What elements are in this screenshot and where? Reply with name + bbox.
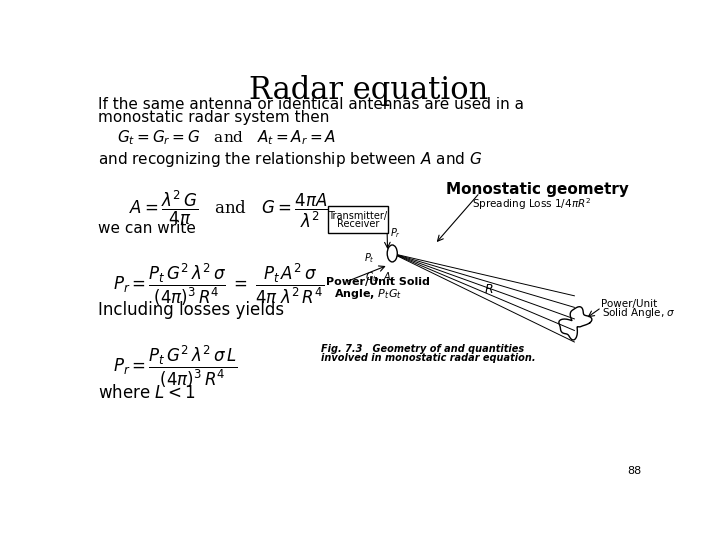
Text: $P_r$: $P_r$ bbox=[390, 226, 401, 240]
Text: we can write: we can write bbox=[98, 221, 196, 236]
Text: $A = \dfrac{\lambda^2\, G}{4\pi}$   and   $G = \dfrac{4\pi A}{\lambda^2}$: $A = \dfrac{\lambda^2\, G}{4\pi}$ and $G… bbox=[129, 189, 328, 230]
Text: Power/Unit Solid: Power/Unit Solid bbox=[326, 278, 431, 287]
FancyBboxPatch shape bbox=[328, 206, 387, 233]
Text: $P_t$: $P_t$ bbox=[364, 251, 375, 265]
Text: $P_r = \dfrac{P_t\, G^2\, \lambda^2\, \sigma\, L}{(4\pi)^3\, R^4}$: $P_r = \dfrac{P_t\, G^2\, \lambda^2\, \s… bbox=[113, 343, 238, 390]
Text: and recognizing the relationship between $A$ and $G$: and recognizing the relationship between… bbox=[98, 150, 482, 169]
Text: Angle, $P_tG_t$: Angle, $P_tG_t$ bbox=[334, 287, 402, 301]
Text: Solid Angle, $\sigma$: Solid Angle, $\sigma$ bbox=[601, 306, 675, 320]
Text: $R$: $R$ bbox=[485, 283, 494, 296]
Text: $G_t = G_r = G$   and   $A_t = A_r = A$: $G_t = G_r = G$ and $A_t = A_r = A$ bbox=[117, 129, 336, 147]
Text: $G_t,\ A_r$: $G_t,\ A_r$ bbox=[365, 271, 396, 284]
Text: Receiver: Receiver bbox=[336, 219, 379, 229]
Text: Fig. 7.3   Geometry of and quantities: Fig. 7.3 Geometry of and quantities bbox=[321, 343, 524, 354]
Text: Including losses yields: Including losses yields bbox=[98, 301, 284, 319]
Text: monostatic radar system then: monostatic radar system then bbox=[98, 110, 329, 125]
Text: Power/Unit: Power/Unit bbox=[601, 299, 658, 308]
Text: If the same antenna or identical antennas are used in a: If the same antenna or identical antenna… bbox=[98, 97, 523, 112]
Ellipse shape bbox=[387, 245, 397, 262]
Text: Transmitter/: Transmitter/ bbox=[328, 211, 387, 221]
Text: Radar equation: Radar equation bbox=[249, 75, 489, 106]
Text: where $L < 1$: where $L < 1$ bbox=[98, 383, 195, 402]
Text: 88: 88 bbox=[628, 466, 642, 476]
Text: $P_r = \dfrac{P_t\, G^2\, \lambda^2\, \sigma}{(4\pi)^3\, R^4}$$\; = \; \dfrac{P_: $P_r = \dfrac{P_t\, G^2\, \lambda^2\, \s… bbox=[113, 261, 325, 308]
Text: Monostatic geometry: Monostatic geometry bbox=[446, 182, 629, 197]
Text: Spreading Loss $1/4\pi R^2$: Spreading Loss $1/4\pi R^2$ bbox=[472, 195, 591, 212]
Text: involved in monostatic radar equation.: involved in monostatic radar equation. bbox=[321, 353, 536, 363]
